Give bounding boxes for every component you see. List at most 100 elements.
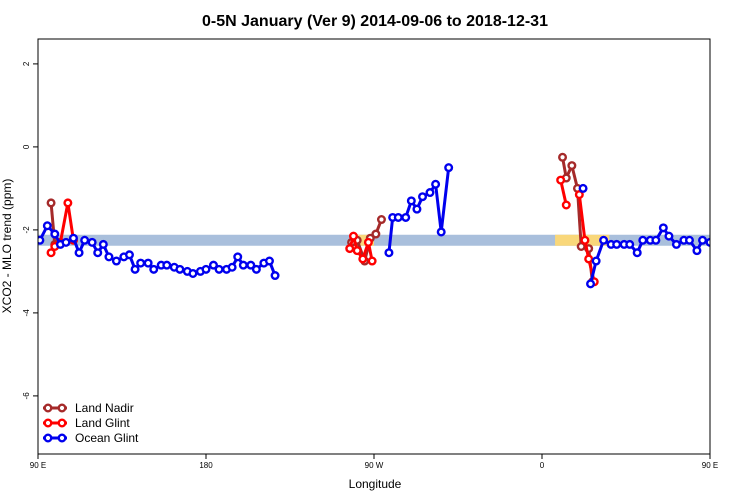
land-glint-point (580, 235, 590, 245)
ocean-glint-point (733, 260, 740, 267)
x-axis: 90 E 180 90 W 0 90 E (30, 454, 718, 470)
legend-swatch-point (43, 433, 53, 443)
ocean-glint-point (104, 252, 114, 262)
land-nadir-point (735, 200, 742, 207)
plot-area (38, 152, 750, 289)
ocean-glint-point (149, 264, 159, 274)
land-glint-line-4 (738, 244, 745, 252)
legend-label: Land Glint (75, 416, 130, 430)
land-glint-point (584, 254, 594, 264)
ocean-glint-point (270, 271, 280, 281)
legend-label: Land Nadir (75, 401, 134, 415)
land-glint-point (363, 237, 373, 247)
legend-swatch-point (57, 418, 67, 428)
x-tick-label: 180 (199, 461, 213, 470)
land-glint-point (742, 241, 749, 248)
land-glint-point (561, 200, 571, 210)
x-tick-label: 90 W (365, 461, 384, 470)
ocean-glint-point (93, 248, 103, 258)
land-nadir-point (558, 152, 568, 162)
ocean-glint-point (264, 256, 274, 266)
ocean-glint-point (74, 248, 84, 258)
ocean-glint-point (98, 239, 108, 249)
legend-item-ocean-glint: Ocean Glint (43, 431, 139, 445)
ocean-glint-point (61, 237, 71, 247)
land-glint-line-3 (577, 194, 596, 283)
land-glint-point (63, 198, 73, 208)
ocean-glint-point (130, 264, 140, 274)
land-glint-point (352, 246, 362, 256)
ocean-glint-point (42, 221, 52, 231)
legend-item-land-glint: Land Glint (43, 416, 130, 430)
series-ocean-glint (38, 163, 750, 289)
ocean-glint-point (227, 262, 237, 272)
ocean-glint-point (38, 235, 45, 245)
land-glint-point (367, 256, 377, 266)
ocean-glint-point (444, 163, 454, 173)
ocean-glint-point (68, 233, 78, 243)
land-nadir-point (738, 245, 745, 252)
y-tick-label: 2 (22, 61, 31, 66)
ocean-glint-point (136, 258, 146, 268)
ocean-glint-point (425, 188, 435, 198)
ocean-glint-point (175, 264, 185, 274)
land-nadir-point (376, 215, 386, 225)
ocean-glint-point (233, 252, 243, 262)
x-tick-label: 0 (540, 461, 545, 470)
ocean-glint-point (80, 235, 90, 245)
ocean-glint-point (246, 260, 256, 270)
ocean-glint-point (406, 196, 416, 206)
ocean-glint-point (401, 212, 411, 222)
legend-swatch-point (57, 433, 67, 443)
y-axis: 2 0 -2 -4 -6 (22, 61, 38, 399)
land-glint-point (735, 249, 742, 256)
ocean-glint-point (238, 260, 248, 270)
ocean-glint-point (87, 237, 97, 247)
x-axis-label: Longitude (349, 477, 402, 491)
ocean-glint-point (591, 256, 601, 266)
land-nadir-line-3 (738, 203, 742, 249)
ocean-glint-point (418, 192, 428, 202)
ocean-glint-point (738, 252, 745, 259)
ocean-glint-point (436, 227, 446, 237)
land-nadir-point (46, 198, 56, 208)
ocean-glint-point (718, 239, 725, 246)
ocean-glint-point (384, 248, 394, 258)
land-glint-point (345, 244, 355, 254)
ocean-glint-point (578, 183, 588, 193)
ocean-glint-point (599, 235, 609, 245)
legend-item-land-nadir: Land Nadir (43, 401, 134, 415)
ocean-glint-point (50, 229, 60, 239)
ocean-glint-point (214, 264, 224, 274)
legend-swatch-point (43, 418, 53, 428)
ocean-glint-point (251, 264, 261, 274)
plot-inner (38, 152, 750, 289)
ocean-glint-point (143, 258, 153, 268)
land-glint-point (358, 254, 368, 264)
ocean-glint-point (111, 256, 121, 266)
land-glint-point (348, 231, 358, 241)
ocean-glint-point (671, 239, 681, 249)
ocean-glint-point (431, 179, 441, 189)
ocean-glint-point (393, 212, 403, 222)
ocean-glint-point (612, 239, 622, 249)
ocean-glint-point (586, 279, 596, 289)
ocean-glint-point (705, 237, 710, 247)
x-tick-label: 90 E (30, 461, 46, 470)
ocean-glint-point (625, 239, 635, 249)
ocean-glint-point (162, 260, 172, 270)
ocean-glint-point (692, 246, 702, 256)
legend-swatch-point (43, 403, 53, 413)
y-tick-label: -2 (22, 226, 31, 234)
ocean-glint-point (698, 235, 708, 245)
land-glint-point (556, 175, 566, 185)
y-tick-label: -4 (22, 309, 31, 317)
ocean-glint-point (124, 250, 134, 260)
ocean-glint-point (658, 223, 668, 233)
ocean-glint-point (638, 235, 648, 245)
x-tick-label: 90 E (702, 461, 718, 470)
land-nadir-point (567, 161, 577, 171)
ocean-glint-point (746, 252, 750, 259)
